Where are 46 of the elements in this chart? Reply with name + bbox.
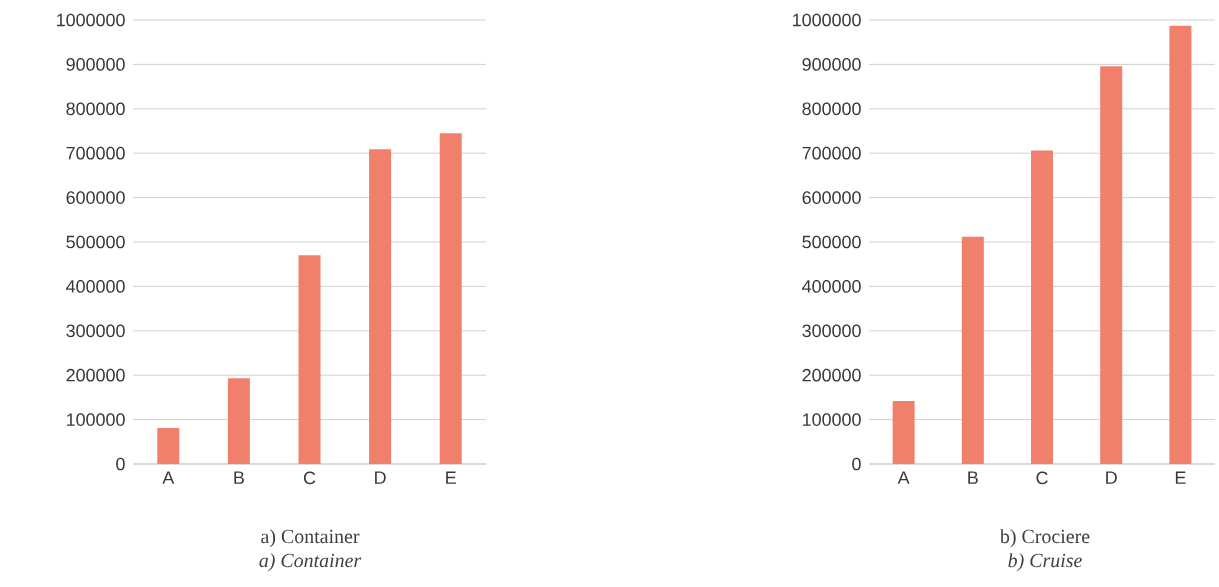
x-tick-label: A <box>897 471 910 484</box>
text: a) Container <box>259 553 362 572</box>
bar <box>369 149 392 464</box>
bar <box>961 236 984 464</box>
bar <box>1169 25 1192 464</box>
y-tick-label: 0 <box>116 457 125 471</box>
bar <box>1100 66 1123 464</box>
y-tick-label: 200000 <box>66 368 125 382</box>
y-tick-label: 500000 <box>66 235 125 249</box>
bar <box>892 400 915 464</box>
y-tick-label: 700000 <box>802 146 861 160</box>
y-tick-label: 1000000 <box>793 13 861 27</box>
x-tick-label: C <box>303 471 316 485</box>
y-tick-label: 400000 <box>66 280 125 293</box>
y-tick-label: 700000 <box>66 146 125 160</box>
y-tick-label: 200000 <box>802 368 861 382</box>
y-tick-label: 1000000 <box>57 13 125 27</box>
text: a) Container <box>261 529 360 548</box>
y-tick-label: 300000 <box>802 324 861 338</box>
x-tick-label: B <box>234 471 244 484</box>
x-tick-label: E <box>1175 471 1186 484</box>
y-tick-label: 500000 <box>802 235 861 249</box>
y-tick-label: 800000 <box>802 102 861 116</box>
y-tick-label: 100000 <box>803 413 861 426</box>
bar <box>439 133 462 464</box>
y-tick-label: 0 <box>852 457 861 471</box>
x-tick-label: E <box>446 471 456 484</box>
y-tick-label: 900000 <box>66 58 125 71</box>
bar <box>298 255 321 464</box>
y-tick-label: 600000 <box>66 191 125 204</box>
bar <box>1031 150 1054 464</box>
x-tick-label: C <box>1036 471 1048 485</box>
y-tick-label: 300000 <box>66 324 125 338</box>
bar <box>227 378 250 464</box>
y-tick-label: 900000 <box>802 58 861 71</box>
text: b) Crociere <box>999 529 1090 548</box>
y-tick-label: 400000 <box>802 280 861 293</box>
x-tick-label: A <box>162 471 175 484</box>
y-tick-label: 600000 <box>802 191 861 204</box>
y-tick-label: 100000 <box>67 413 125 426</box>
text: b) Cruise <box>1008 553 1082 572</box>
x-tick-label: B <box>968 471 978 484</box>
x-tick-label: D <box>1106 471 1117 484</box>
bar <box>157 428 180 464</box>
y-tick-label: 800000 <box>66 102 125 116</box>
x-tick-label: D <box>375 471 386 484</box>
